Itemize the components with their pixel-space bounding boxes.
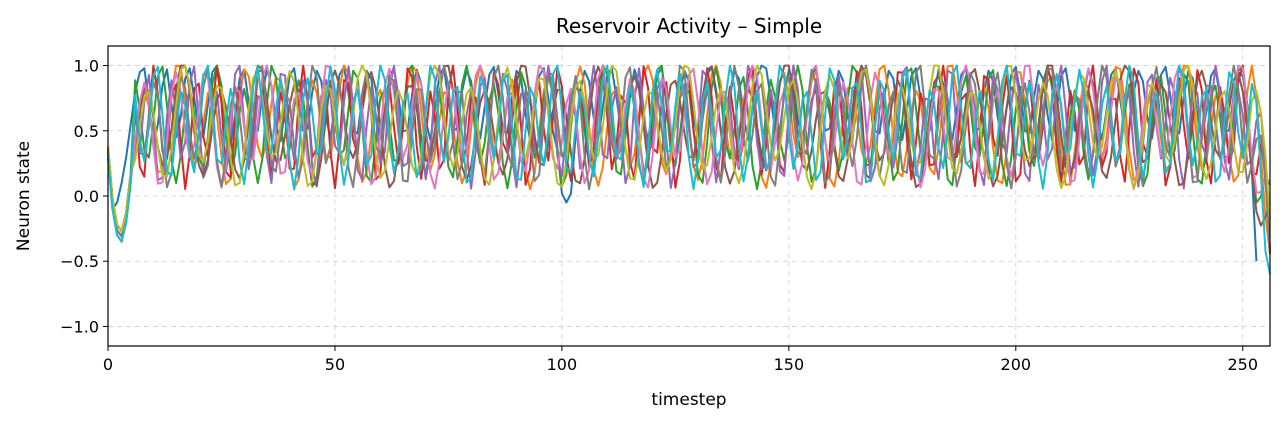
y-axis-ticks: −1.0 −0.5 0.0 0.5 1.0 [60,57,108,336]
y-tick-label: −0.5 [60,252,99,271]
x-tick-label: 50 [325,355,345,374]
x-tick-label: 150 [774,355,805,374]
series-lines [107,64,1271,275]
y-tick-label: −1.0 [60,317,99,336]
x-tick-label: 100 [547,355,578,374]
series-line [107,64,1271,275]
x-tick-label: 250 [1227,355,1258,374]
y-tick-label: 0.5 [74,122,99,141]
y-axis-label: Neuron state [14,141,34,251]
x-axis-ticks: 0 50 100 150 200 250 [103,346,1258,374]
y-tick-label: 0.0 [74,187,99,206]
chart-title: Reservoir Activity – Simple [556,14,822,38]
x-axis-label: timestep [651,390,726,410]
y-tick-label: 1.0 [74,57,99,76]
x-tick-label: 0 [103,355,113,374]
x-tick-label: 200 [1001,355,1032,374]
